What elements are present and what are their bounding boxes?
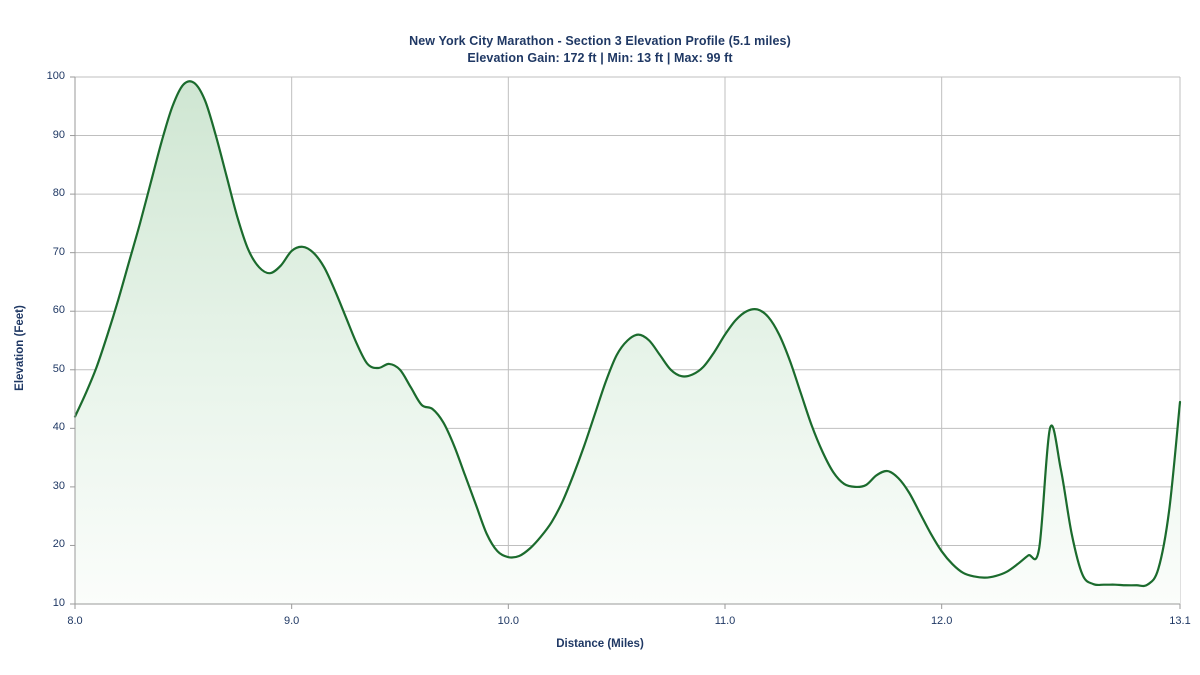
x-tick-label: 13.1 [1169,615,1191,627]
x-tick-label: 11.0 [714,615,736,627]
chart-title-main: New York City Marathon - Section 3 Eleva… [409,34,791,48]
y-tick-label: 70 [52,245,65,258]
elevation-area-fill [75,81,1180,605]
y-tick-label: 80 [52,187,65,200]
y-tick-label: 40 [52,421,65,434]
x-tick-label: 12.0 [930,615,953,627]
y-tick-label: 100 [46,70,65,82]
y-tick-label: 90 [52,128,65,141]
elevation-line [73,80,1182,588]
chart-subtitle: Elevation Gain: 172 ft | Min: 13 ft | Ma… [467,51,733,65]
axis-ticks [70,76,1181,609]
x-axis-title: Distance (Miles) [556,638,644,650]
x-tick-label: 10.0 [497,615,520,627]
x-tick-label: 9.0 [284,615,300,627]
x-tick-label: 8.0 [67,615,83,627]
chart-title: New York City Marathon - Section 3 Eleva… [0,33,1200,67]
y-tick-label: 50 [52,362,65,375]
y-tick-label: 10 [52,597,65,609]
axis-spines [74,77,1180,605]
y-tick-label: 60 [52,304,65,317]
y-tick-label: 30 [52,479,65,492]
y-tick-label: 20 [52,538,65,551]
